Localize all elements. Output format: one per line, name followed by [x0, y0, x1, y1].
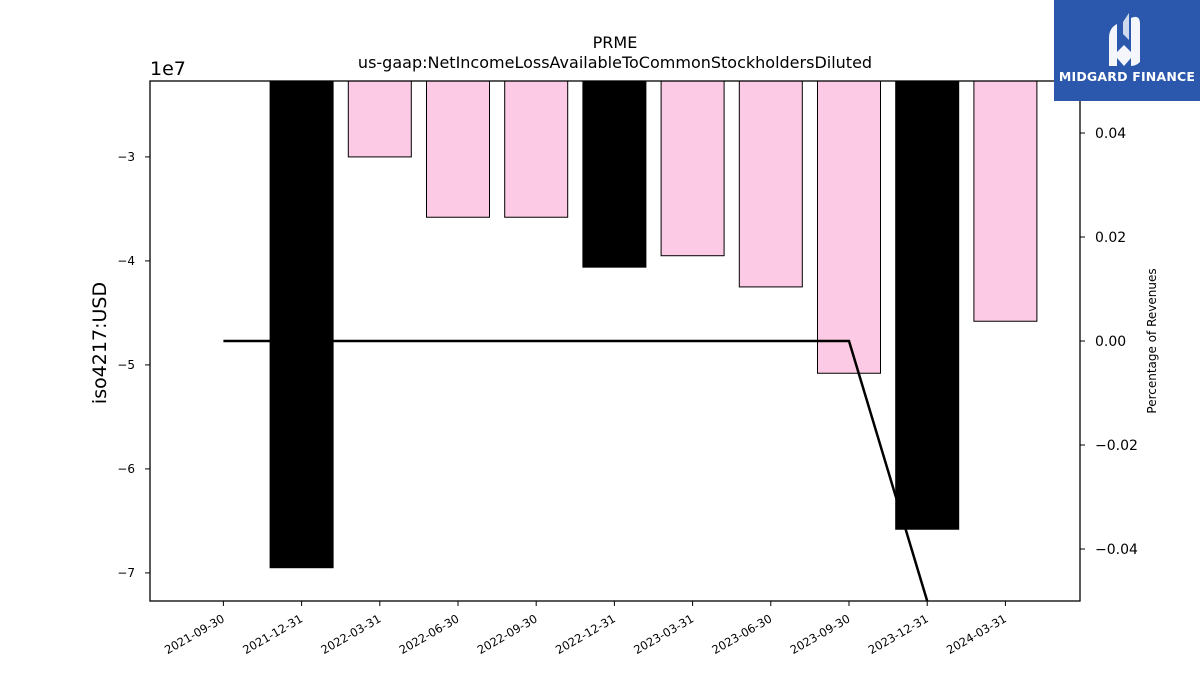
bar: [895, 80, 960, 530]
x-tick-label: 2021-12-31: [240, 611, 305, 657]
y-tick-label: −5: [117, 358, 135, 372]
chart-title: PRME: [593, 33, 638, 52]
logo: MIDGARD FINANCE: [1054, 0, 1200, 101]
logo-text: MIDGARD FINANCE: [1058, 69, 1196, 84]
x-tick-label: 2023-03-31: [631, 611, 696, 657]
x-tick-label: 2022-06-30: [397, 611, 462, 657]
bar: [660, 80, 725, 257]
bar: [973, 80, 1038, 322]
y2-tick-label: −0.02: [1095, 438, 1138, 454]
bar: [582, 80, 647, 268]
y-offset-label: 1e7: [150, 58, 186, 80]
bar: [817, 80, 881, 374]
y-tick-label: −3: [117, 150, 135, 164]
chart-subtitle: us-gaap:NetIncomeLossAvailableToCommonSt…: [358, 53, 872, 72]
y2-tick-label: −0.04: [1095, 542, 1138, 558]
bar: [426, 80, 490, 218]
y2-axis-label: Percentage of Revenues: [1145, 268, 1159, 413]
y2-tick-label: 0.04: [1095, 126, 1126, 142]
line-series: [223, 339, 929, 602]
x-tick-label: 2021-09-30: [162, 611, 227, 657]
x-tick-label: 2023-12-31: [866, 611, 931, 657]
bar: [269, 80, 334, 569]
x-tick-label: 2024-03-31: [944, 611, 1009, 657]
x-tick-label: 2022-09-30: [475, 611, 540, 657]
y2-tick-label: 0.00: [1095, 334, 1126, 350]
x-tick-label: 2022-03-31: [318, 611, 383, 657]
x-tick-label: 2023-09-30: [788, 611, 853, 657]
x-tick-label: 2023-06-30: [709, 611, 774, 657]
bar: [504, 80, 569, 218]
x-tick-label: 2022-12-31: [553, 611, 618, 657]
line-group: [223, 339, 929, 602]
y-axis-label: iso4217:USD: [89, 282, 111, 404]
y-tick-label: −4: [117, 254, 135, 268]
bar: [347, 80, 412, 158]
bar: [738, 80, 803, 288]
bars-group: [269, 80, 1038, 569]
y-tick-label: −6: [117, 462, 135, 476]
y-tick-label: −7: [117, 566, 135, 580]
logo-mark-icon: [1109, 13, 1140, 66]
y2-tick-label: 0.02: [1095, 230, 1126, 246]
